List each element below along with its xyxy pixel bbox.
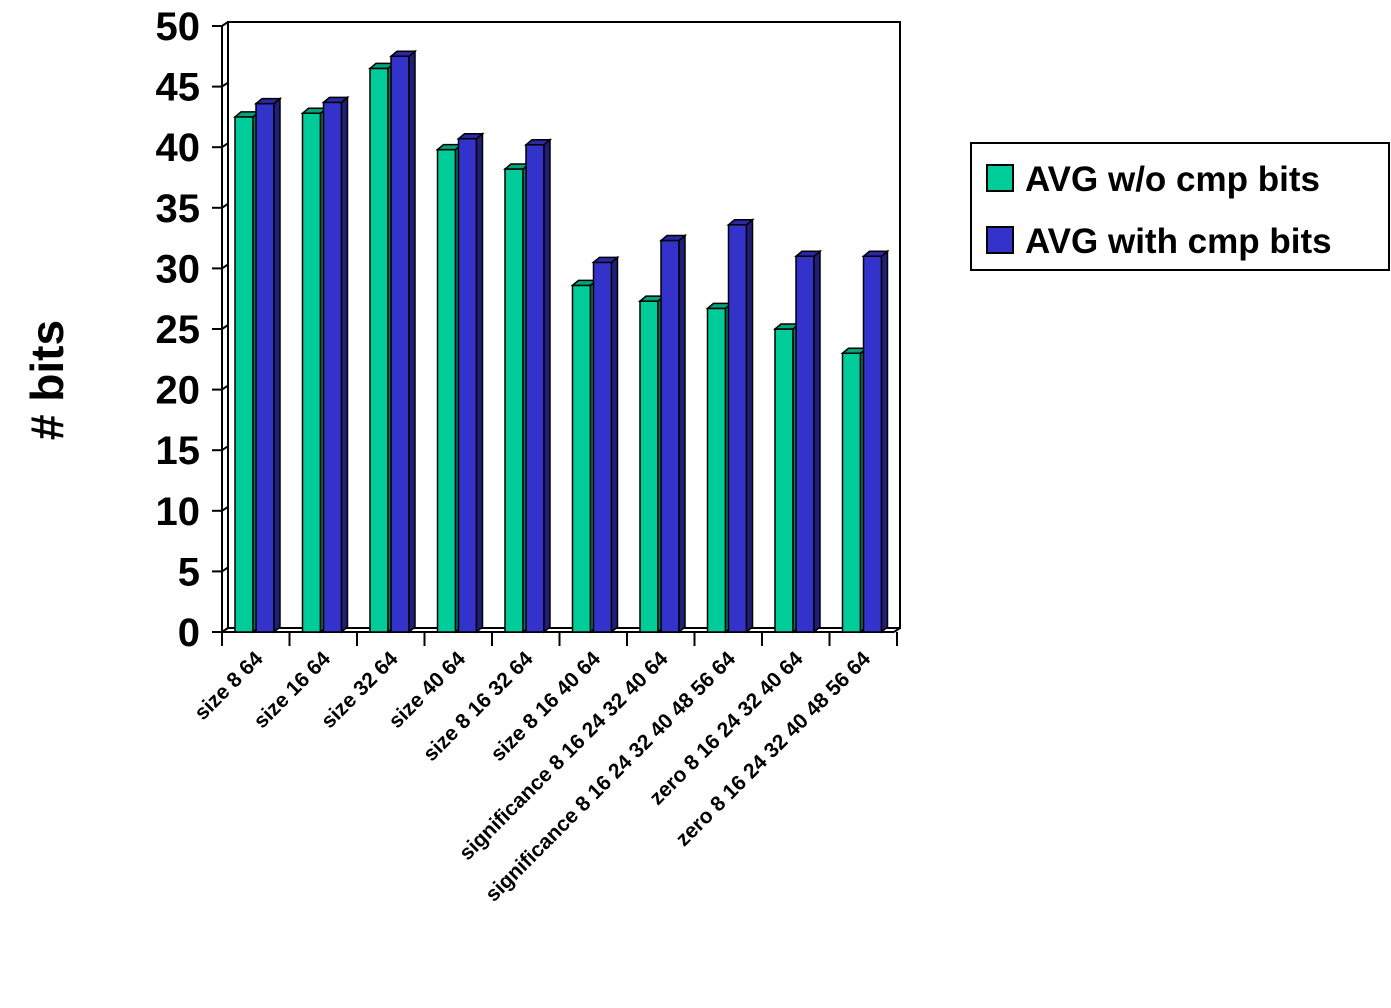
bar-1-with-cmp [321,95,350,634]
bar-2-with-cmp [388,49,418,634]
legend-swatch [986,226,1014,254]
y-tick-label: 25 [156,308,201,352]
y-axis-title: # bits [21,320,73,440]
y-tick-label: 15 [156,429,201,473]
bar-6-with-cmp [658,233,688,634]
bar-7-with-cmp [726,218,755,634]
y-tick-label: 20 [156,369,201,413]
legend-swatch [986,164,1014,192]
y-tick-label: 30 [156,247,201,291]
legend-label: AVG w/o cmp bits [1025,160,1320,199]
y-tick-label: 0 [178,611,200,655]
floor-right-edge [893,627,901,633]
y-tick-label: 35 [156,187,201,231]
y-tick-label: 45 [156,66,201,110]
bar-3-with-cmp [456,132,485,634]
y-tick-label: 5 [178,550,200,594]
legend: AVG w/o cmp bits AVG with cmp bits [970,142,1390,271]
y-tick-label: 50 [156,5,201,49]
y-tick-label: 40 [156,126,201,170]
bar-5-with-cmp [591,255,620,634]
bars [232,49,890,634]
legend-box [970,142,1390,271]
bar-4-with-cmp [523,138,553,634]
bar-9-with-cmp [861,249,890,634]
bar-8-with-cmp [793,249,823,634]
x-tick-label: significance 8 16 24 32 40 48 56 64 [481,647,740,906]
y-tick-label: 10 [156,490,201,534]
bar-0-with-cmp [253,96,283,634]
legend-label: AVG with cmp bits [1025,222,1332,261]
